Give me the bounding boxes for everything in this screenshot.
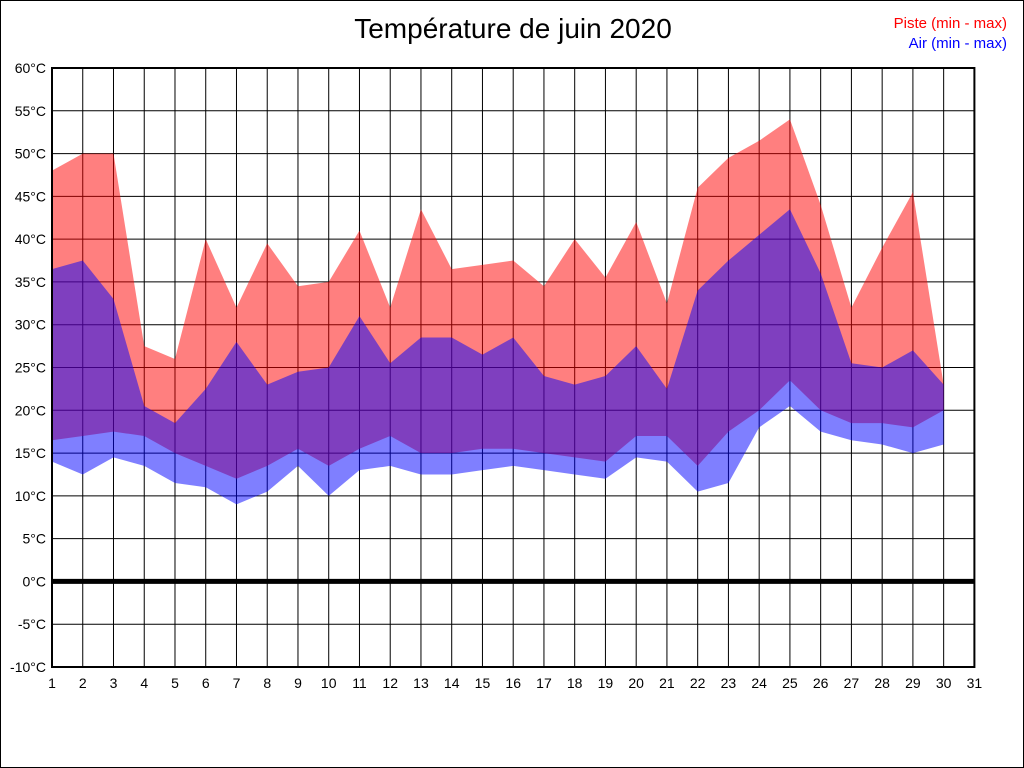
legend-air: Air (min - max) <box>908 35 1007 52</box>
svg-text:22: 22 <box>690 675 706 691</box>
svg-text:60°C: 60°C <box>15 60 46 76</box>
svg-text:24: 24 <box>751 675 767 691</box>
svg-text:55°C: 55°C <box>15 103 46 119</box>
chart-title: Température de juin 2020 <box>354 13 672 44</box>
svg-text:31: 31 <box>967 675 983 691</box>
svg-text:5: 5 <box>171 675 179 691</box>
svg-text:19: 19 <box>598 675 614 691</box>
svg-text:50°C: 50°C <box>15 146 46 162</box>
svg-text:13: 13 <box>413 675 429 691</box>
svg-text:20: 20 <box>628 675 644 691</box>
svg-text:26: 26 <box>813 675 829 691</box>
svg-text:2: 2 <box>79 675 87 691</box>
svg-text:-10°C: -10°C <box>10 659 46 675</box>
svg-text:40°C: 40°C <box>15 231 46 247</box>
svg-text:18: 18 <box>567 675 583 691</box>
svg-text:35°C: 35°C <box>15 274 46 290</box>
svg-text:15: 15 <box>475 675 491 691</box>
svg-text:11: 11 <box>352 675 367 691</box>
svg-text:0°C: 0°C <box>23 573 47 589</box>
svg-text:29: 29 <box>905 675 921 691</box>
svg-text:45°C: 45°C <box>15 188 46 204</box>
svg-text:-5°C: -5°C <box>18 616 46 632</box>
svg-text:12: 12 <box>382 675 398 691</box>
svg-text:10°C: 10°C <box>15 488 46 504</box>
svg-text:28: 28 <box>874 675 890 691</box>
svg-text:25°C: 25°C <box>15 360 46 376</box>
svg-text:15°C: 15°C <box>15 445 46 461</box>
chart-legend: Piste (min - max) Air (min - max) <box>894 14 1007 54</box>
svg-text:30°C: 30°C <box>15 317 46 333</box>
svg-text:20°C: 20°C <box>15 402 46 418</box>
svg-text:7: 7 <box>233 675 241 691</box>
svg-text:17: 17 <box>536 675 552 691</box>
svg-text:25: 25 <box>782 675 798 691</box>
svg-text:21: 21 <box>659 675 675 691</box>
svg-text:9: 9 <box>294 675 302 691</box>
svg-text:16: 16 <box>505 675 521 691</box>
svg-text:23: 23 <box>721 675 737 691</box>
svg-text:6: 6 <box>202 675 210 691</box>
svg-text:3: 3 <box>110 675 118 691</box>
svg-text:10: 10 <box>321 675 337 691</box>
svg-text:14: 14 <box>444 675 460 691</box>
svg-text:4: 4 <box>140 675 148 691</box>
svg-text:1: 1 <box>48 675 56 691</box>
legend-piste: Piste (min - max) <box>893 15 1007 32</box>
svg-text:5°C: 5°C <box>23 531 47 547</box>
svg-text:30: 30 <box>936 675 952 691</box>
svg-text:8: 8 <box>263 675 271 691</box>
svg-text:27: 27 <box>844 675 860 691</box>
